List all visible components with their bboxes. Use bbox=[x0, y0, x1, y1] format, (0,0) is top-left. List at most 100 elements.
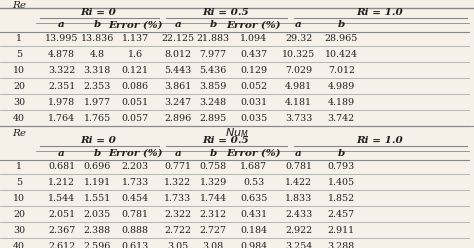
Text: b: b bbox=[210, 21, 217, 30]
Text: 3.322: 3.322 bbox=[48, 66, 75, 75]
Text: 2.457: 2.457 bbox=[328, 210, 355, 219]
Text: 0.051: 0.051 bbox=[121, 98, 149, 107]
Text: b: b bbox=[337, 21, 345, 30]
Text: 0.758: 0.758 bbox=[200, 162, 227, 171]
Text: Error (%): Error (%) bbox=[227, 21, 281, 30]
Text: 0.696: 0.696 bbox=[83, 162, 111, 171]
Text: 2.388: 2.388 bbox=[83, 226, 111, 235]
Text: 1.405: 1.405 bbox=[328, 178, 355, 187]
Text: 5.443: 5.443 bbox=[164, 66, 191, 75]
Text: 7.029: 7.029 bbox=[285, 66, 312, 75]
Text: 22.125: 22.125 bbox=[161, 34, 194, 43]
Text: 2.727: 2.727 bbox=[200, 226, 227, 235]
Text: $Nu_M$: $Nu_M$ bbox=[225, 127, 249, 140]
Text: 1.551: 1.551 bbox=[83, 194, 111, 203]
Text: 2.322: 2.322 bbox=[164, 210, 191, 219]
Text: b: b bbox=[93, 21, 101, 30]
Text: 0.53: 0.53 bbox=[243, 178, 264, 187]
Text: 0.035: 0.035 bbox=[240, 114, 267, 123]
Text: 10: 10 bbox=[13, 194, 25, 203]
Text: b: b bbox=[210, 149, 217, 157]
Text: 2.203: 2.203 bbox=[121, 162, 149, 171]
Text: 2.612: 2.612 bbox=[48, 242, 75, 248]
Text: 28.965: 28.965 bbox=[325, 34, 358, 43]
Text: 1.733: 1.733 bbox=[121, 178, 149, 187]
Text: 21.883: 21.883 bbox=[197, 34, 230, 43]
Text: 40: 40 bbox=[13, 114, 25, 123]
Text: 1.733: 1.733 bbox=[164, 194, 191, 203]
Text: 8.012: 8.012 bbox=[164, 50, 191, 59]
Text: 1.852: 1.852 bbox=[328, 194, 355, 203]
Text: 1.329: 1.329 bbox=[200, 178, 227, 187]
Text: 1.978: 1.978 bbox=[48, 98, 75, 107]
Text: a: a bbox=[174, 21, 181, 30]
Text: 2.922: 2.922 bbox=[285, 226, 312, 235]
Text: 1.6: 1.6 bbox=[128, 50, 143, 59]
Text: Ri = 0.5: Ri = 0.5 bbox=[202, 136, 248, 145]
Text: 4.878: 4.878 bbox=[48, 50, 75, 59]
Text: 10.325: 10.325 bbox=[282, 50, 315, 59]
Text: 1.094: 1.094 bbox=[240, 34, 267, 43]
Text: 1.137: 1.137 bbox=[121, 34, 149, 43]
Text: 3.05: 3.05 bbox=[167, 242, 188, 248]
Text: a: a bbox=[174, 149, 181, 157]
Text: Error (%): Error (%) bbox=[108, 21, 162, 30]
Text: 5.436: 5.436 bbox=[200, 66, 227, 75]
Text: Ri = 0: Ri = 0 bbox=[81, 8, 116, 17]
Text: 0.681: 0.681 bbox=[48, 162, 75, 171]
Text: 2.896: 2.896 bbox=[164, 114, 191, 123]
Text: b: b bbox=[93, 149, 101, 157]
Text: Re: Re bbox=[12, 129, 26, 138]
Text: 0.031: 0.031 bbox=[240, 98, 267, 107]
Text: 0.121: 0.121 bbox=[122, 66, 148, 75]
Text: 3.859: 3.859 bbox=[200, 82, 227, 91]
Text: 2.353: 2.353 bbox=[83, 82, 111, 91]
Text: 0.771: 0.771 bbox=[164, 162, 191, 171]
Text: 4.8: 4.8 bbox=[90, 50, 105, 59]
Text: b: b bbox=[337, 149, 345, 157]
Text: 3.861: 3.861 bbox=[164, 82, 191, 91]
Text: 1.977: 1.977 bbox=[83, 98, 111, 107]
Text: 3.733: 3.733 bbox=[285, 114, 312, 123]
Text: 0.184: 0.184 bbox=[240, 226, 267, 235]
Text: Error (%): Error (%) bbox=[108, 149, 162, 157]
Text: 3.254: 3.254 bbox=[285, 242, 312, 248]
Text: 2.035: 2.035 bbox=[83, 210, 111, 219]
Text: 10.424: 10.424 bbox=[325, 50, 358, 59]
Text: 3.247: 3.247 bbox=[164, 98, 191, 107]
Text: 2.596: 2.596 bbox=[83, 242, 111, 248]
Text: 0.888: 0.888 bbox=[122, 226, 148, 235]
Text: 20: 20 bbox=[13, 210, 25, 219]
Text: 5: 5 bbox=[16, 178, 22, 187]
Text: 1.422: 1.422 bbox=[285, 178, 312, 187]
Text: Ri = 1.0: Ri = 1.0 bbox=[356, 8, 402, 17]
Text: a: a bbox=[295, 21, 302, 30]
Text: 3.742: 3.742 bbox=[328, 114, 355, 123]
Text: 10: 10 bbox=[13, 66, 25, 75]
Text: Error (%): Error (%) bbox=[227, 149, 281, 157]
Text: 1.212: 1.212 bbox=[48, 178, 75, 187]
Text: 0.454: 0.454 bbox=[121, 194, 149, 203]
Text: 0.781: 0.781 bbox=[122, 210, 148, 219]
Text: 13.995: 13.995 bbox=[45, 34, 78, 43]
Text: 30: 30 bbox=[13, 98, 25, 107]
Text: 0.057: 0.057 bbox=[121, 114, 149, 123]
Text: 0.781: 0.781 bbox=[285, 162, 312, 171]
Text: a: a bbox=[295, 149, 302, 157]
Text: 1.687: 1.687 bbox=[240, 162, 267, 171]
Text: 13.836: 13.836 bbox=[81, 34, 114, 43]
Text: 3.08: 3.08 bbox=[203, 242, 224, 248]
Text: Ri = 0.5: Ri = 0.5 bbox=[202, 8, 248, 17]
Text: 3.318: 3.318 bbox=[83, 66, 111, 75]
Text: 1.744: 1.744 bbox=[200, 194, 227, 203]
Text: 1: 1 bbox=[16, 162, 22, 171]
Text: 30: 30 bbox=[13, 226, 25, 235]
Text: 0.086: 0.086 bbox=[121, 82, 149, 91]
Text: 1.191: 1.191 bbox=[83, 178, 111, 187]
Text: 2.895: 2.895 bbox=[200, 114, 227, 123]
Text: 2.367: 2.367 bbox=[48, 226, 75, 235]
Text: a: a bbox=[58, 21, 65, 30]
Text: 3.248: 3.248 bbox=[200, 98, 227, 107]
Text: 4.981: 4.981 bbox=[285, 82, 312, 91]
Text: Ri = 0: Ri = 0 bbox=[81, 136, 116, 145]
